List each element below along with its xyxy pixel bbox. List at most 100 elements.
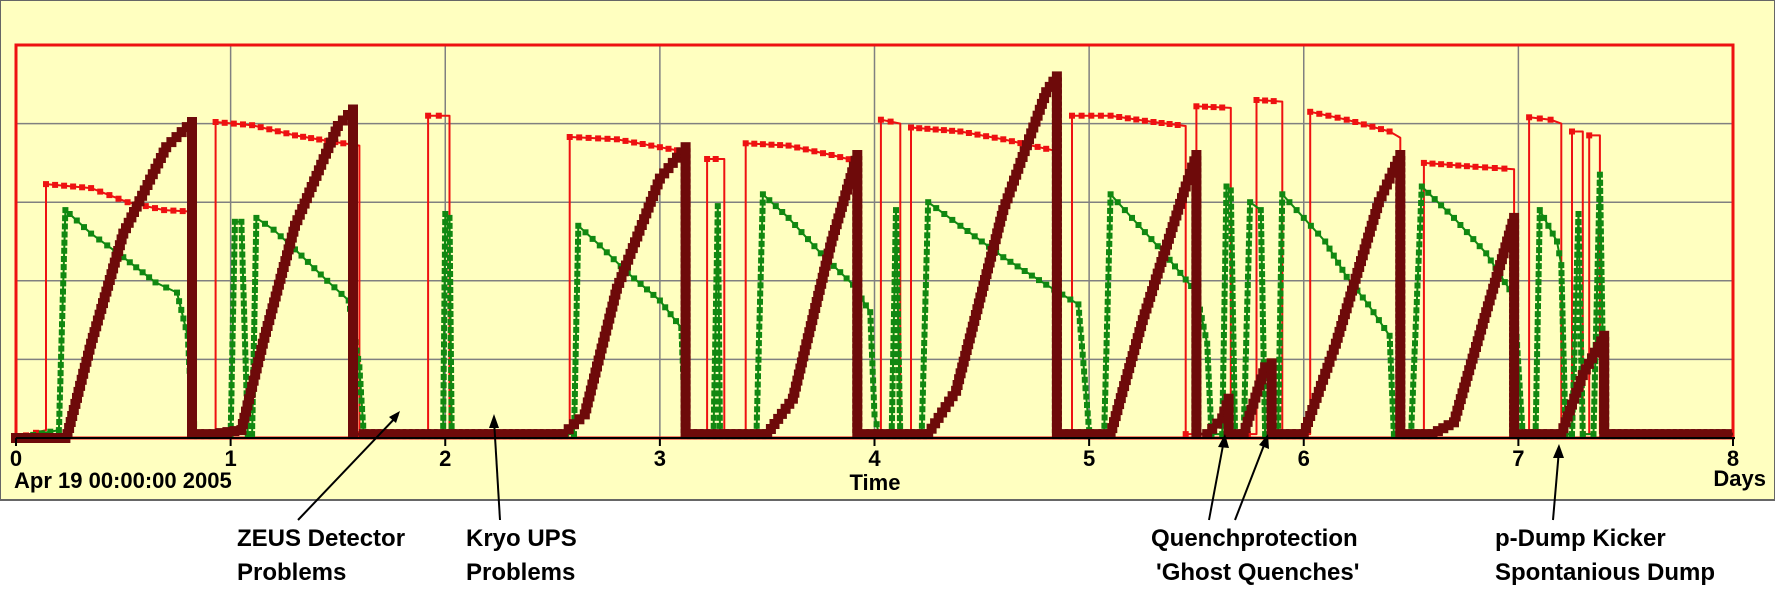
data-point (1221, 315, 1228, 322)
data-point (1191, 404, 1202, 415)
data-point (895, 335, 902, 342)
data-point (1051, 216, 1062, 227)
data-point (237, 419, 248, 429)
data-point (757, 282, 764, 289)
data-point (129, 207, 139, 217)
data-point (1408, 429, 1419, 440)
data-point (61, 231, 68, 238)
data-point (1243, 323, 1250, 330)
data-point (228, 382, 235, 389)
data-point (1307, 222, 1314, 229)
data-point (1560, 334, 1567, 341)
data-point (1191, 374, 1202, 385)
data-point (1266, 396, 1277, 407)
data-point (1260, 319, 1266, 326)
data-point (1561, 374, 1568, 381)
data-point (1222, 257, 1229, 264)
data-point (318, 154, 329, 165)
data-point (1188, 283, 1195, 289)
data-point (142, 203, 149, 210)
data-point (1354, 262, 1365, 272)
data-point (471, 429, 482, 440)
data-point (348, 230, 358, 241)
data-point (1509, 429, 1520, 440)
data-point (623, 254, 634, 265)
data-point (1598, 293, 1605, 300)
data-point (847, 167, 858, 178)
data-point (892, 429, 903, 440)
data-point (316, 136, 323, 143)
data-point (966, 327, 977, 338)
data-point (1147, 286, 1158, 297)
data-point (970, 310, 981, 320)
data-point (1141, 117, 1148, 124)
data-point (1279, 191, 1286, 198)
data-point (595, 349, 606, 360)
data-point (1207, 406, 1214, 413)
data-point (1043, 145, 1050, 152)
data-point (766, 197, 773, 204)
data-point (650, 185, 661, 196)
data-point (1536, 207, 1543, 214)
data-point (1258, 215, 1264, 222)
data-point (240, 284, 247, 291)
data-point (265, 309, 276, 320)
data-point (1487, 257, 1494, 264)
data-point (1599, 386, 1610, 397)
data-point (680, 191, 691, 201)
data-point (1389, 406, 1396, 413)
data-point (228, 398, 235, 405)
data-point (1596, 171, 1603, 178)
data-point (1360, 121, 1367, 128)
data-point (1276, 340, 1283, 347)
data-point (1013, 163, 1024, 174)
data-point (1384, 173, 1395, 184)
data-point (1395, 180, 1406, 191)
data-point (852, 235, 863, 245)
data-point (1051, 138, 1062, 149)
data-point (1206, 390, 1213, 396)
data-point (328, 132, 339, 142)
data-point (819, 266, 830, 277)
data-point (1191, 307, 1202, 318)
data-point (1449, 417, 1459, 428)
data-point (574, 246, 581, 253)
data-point (852, 277, 863, 288)
data-point (1395, 410, 1406, 421)
data-point (805, 236, 811, 243)
data-point (817, 272, 828, 283)
data-point (348, 350, 358, 361)
data-point (596, 343, 607, 354)
data-point (1388, 365, 1394, 372)
data-point (1697, 429, 1708, 440)
data-point (1307, 405, 1318, 415)
data-point (977, 286, 987, 297)
data-point (714, 203, 721, 210)
data-point (1558, 423, 1569, 434)
data-point (1229, 276, 1236, 283)
data-point (348, 362, 358, 373)
data-point (1569, 431, 1575, 438)
data-point (359, 406, 366, 412)
data-point (1266, 371, 1277, 382)
data-point (194, 429, 205, 440)
data-point (923, 248, 930, 255)
data-point (447, 263, 453, 269)
data-point (1298, 429, 1309, 440)
data-point (115, 195, 122, 202)
data-point (402, 429, 413, 440)
data-point (1593, 293, 1600, 300)
data-point (1051, 362, 1062, 373)
data-point (1278, 216, 1285, 223)
data-point (1547, 116, 1554, 123)
data-point (1443, 420, 1454, 431)
data-point (1051, 229, 1062, 239)
data-point (601, 325, 612, 336)
data-point (325, 137, 336, 148)
data-point (920, 381, 927, 388)
data-point (1577, 370, 1588, 381)
data-point (952, 380, 963, 390)
data-point (1104, 298, 1111, 305)
data-point (1124, 115, 1131, 122)
data-point (1253, 97, 1260, 103)
